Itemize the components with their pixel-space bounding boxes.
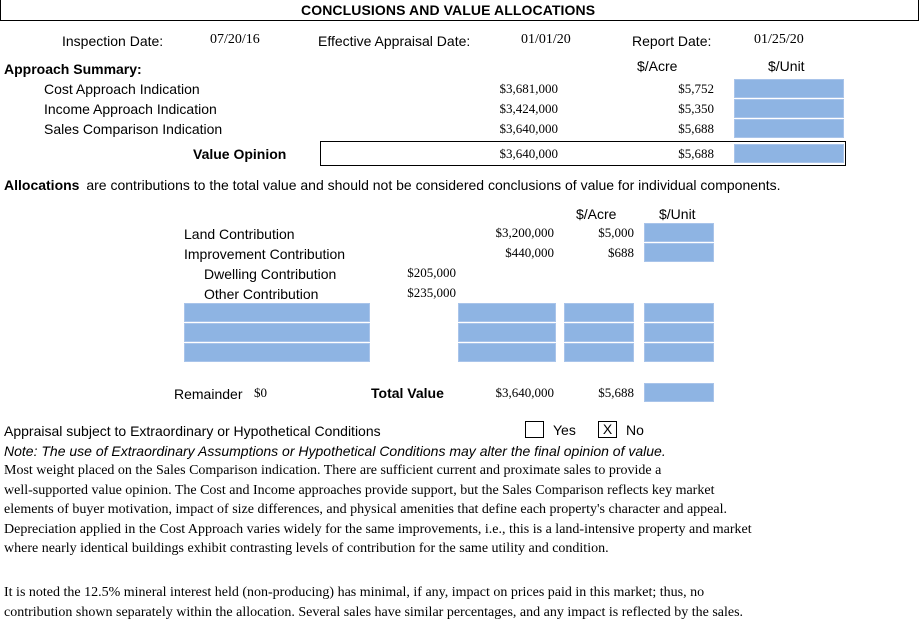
sales-comparison-value: $3,640,000: [499, 121, 559, 136]
approach-acre-header: $/Acre: [637, 58, 678, 74]
approach-unit-header: $/Unit: [768, 58, 805, 74]
inspection-date-label: Inspection Date:: [62, 33, 164, 49]
allocations-heading: Allocations: [4, 177, 80, 193]
commentary-line: where nearly identical buildings exhibit…: [4, 541, 609, 557]
report-date-label: Report Date:: [632, 33, 712, 49]
other-contribution-label: Other Contribution: [204, 286, 319, 302]
cost-approach-value: $3,681,000: [499, 81, 559, 96]
land-contribution-value: $3,200,000: [495, 225, 555, 240]
sales-comparison-acre: $5,688: [678, 121, 714, 136]
effective-date-label: Effective Appraisal Date:: [318, 33, 471, 49]
allocation-acre-header: $/Acre: [576, 206, 617, 222]
commentary-line: well-supported value opinion. The Cost a…: [4, 482, 715, 498]
extra-label-field-2[interactable]: [184, 323, 370, 342]
dwelling-contribution-value: $205,000: [407, 265, 456, 280]
extra-acre-field-3[interactable]: [564, 343, 634, 362]
report-date-value: 01/25/20: [754, 32, 804, 47]
cost-approach-label: Cost Approach Indication: [44, 81, 200, 97]
commentary-line: It is noted the 12.5% mineral interest h…: [4, 585, 705, 600]
land-contribution-acre: $5,000: [598, 225, 634, 240]
income-approach-label: Income Approach Indication: [44, 101, 217, 117]
total-value-label: Total Value: [371, 385, 444, 401]
no-checkbox[interactable]: X: [598, 421, 617, 438]
extra-unit-field-2[interactable]: [644, 323, 714, 342]
land-contribution-unit-field[interactable]: [644, 223, 714, 242]
remainder-value: $0: [254, 385, 267, 400]
other-contribution-value: $235,000: [407, 285, 456, 300]
income-approach-value: $3,424,000: [499, 101, 559, 116]
total-value-unit-field[interactable]: [644, 383, 714, 402]
extra-unit-field-1[interactable]: [644, 303, 714, 322]
yes-checkbox[interactable]: [525, 421, 544, 438]
commentary-line: Depreciation applied in the Cost Approac…: [4, 521, 752, 537]
commentary-line: elements of buyer motivation, impact of …: [4, 502, 727, 518]
extra-value-field-1[interactable]: [458, 303, 556, 322]
improvement-contribution-unit-field[interactable]: [644, 243, 714, 262]
allocations-note: are contributions to the total value and…: [86, 177, 781, 193]
cost-approach-acre: $5,752: [678, 81, 714, 96]
extra-value-field-2[interactable]: [458, 323, 556, 342]
commentary-paragraph-2: It is noted the 12.5% mineral interest h…: [4, 583, 743, 622]
approach-summary-heading: Approach Summary:: [4, 61, 142, 77]
no-label: No: [626, 422, 644, 438]
conditions-label: Appraisal subject to Extraordinary or Hy…: [4, 423, 381, 439]
allocation-unit-header: $/Unit: [659, 206, 696, 222]
title-underline: [0, 20, 919, 21]
extra-label-field-1[interactable]: [184, 303, 370, 322]
extra-acre-field-1[interactable]: [564, 303, 634, 322]
sales-comparison-unit-field[interactable]: [734, 119, 844, 138]
total-value-acre: $5,688: [598, 385, 634, 400]
page-title: CONCLUSIONS AND VALUE ALLOCATIONS: [301, 2, 596, 18]
income-approach-unit-field[interactable]: [734, 99, 844, 118]
land-contribution-label: Land Contribution: [184, 226, 295, 242]
dwelling-contribution-label: Dwelling Contribution: [204, 266, 337, 282]
improvement-contribution-acre: $688: [608, 245, 634, 260]
title-bar: CONCLUSIONS AND VALUE ALLOCATIONS: [0, 0, 919, 21]
sales-comparison-label: Sales Comparison Indication: [44, 121, 223, 137]
conditions-note: Note: The use of Extraordinary Assumptio…: [4, 443, 666, 459]
extra-acre-field-2[interactable]: [564, 323, 634, 342]
effective-date-value: 01/01/20: [521, 32, 571, 47]
value-opinion-acre: $5,688: [678, 146, 714, 161]
commentary-line: Most weight placed on the Sales Comparis…: [4, 463, 662, 478]
remainder-label: Remainder: [174, 386, 243, 402]
value-opinion-unit-field[interactable]: [734, 144, 844, 163]
value-opinion-box: [320, 141, 846, 166]
yes-label: Yes: [553, 422, 576, 438]
extra-label-field-3[interactable]: [184, 343, 370, 362]
total-value: $3,640,000: [495, 385, 555, 400]
improvement-contribution-label: Improvement Contribution: [184, 246, 346, 262]
title-left-border: [0, 0, 1, 21]
extra-value-field-3[interactable]: [458, 343, 556, 362]
allocations-line: Allocations are contributions to the tot…: [4, 177, 781, 193]
improvement-contribution-value: $440,000: [505, 245, 554, 260]
income-approach-acre: $5,350: [678, 101, 714, 116]
commentary-line: contribution shown separately within the…: [4, 604, 744, 620]
commentary-paragraph-1: Most weight placed on the Sales Comparis…: [4, 461, 752, 559]
value-opinion-label: Value Opinion: [193, 146, 287, 162]
extra-unit-field-3[interactable]: [644, 343, 714, 362]
value-opinion-value: $3,640,000: [499, 146, 559, 161]
inspection-date-value: 07/20/16: [210, 32, 260, 47]
cost-approach-unit-field[interactable]: [734, 79, 844, 98]
